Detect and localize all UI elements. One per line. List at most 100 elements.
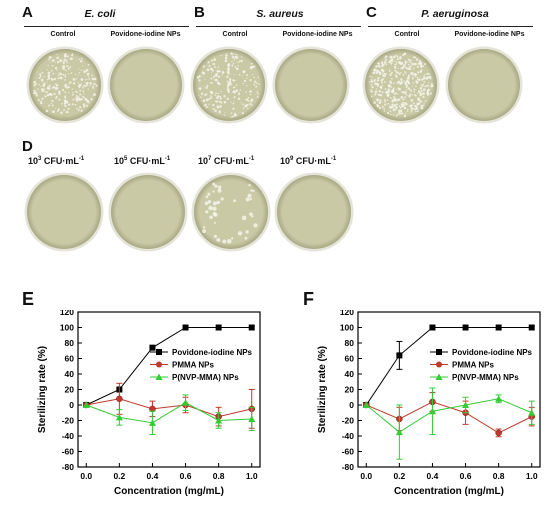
x-tick-label: 1.0 bbox=[246, 471, 258, 481]
y-tick-label: -60 bbox=[62, 447, 75, 457]
organism-title-a: E. coli bbox=[84, 8, 116, 20]
legend-label: PMMA NPs bbox=[452, 361, 494, 370]
y-tick-label: 80 bbox=[345, 338, 355, 348]
data-point bbox=[215, 417, 223, 424]
y-tick-label: 0 bbox=[349, 400, 354, 410]
y-tick-label: 60 bbox=[65, 354, 75, 364]
panel-letter-a: A bbox=[22, 4, 33, 21]
y-tick-label: 0 bbox=[69, 400, 74, 410]
data-point bbox=[248, 415, 256, 422]
y-tick-label: 100 bbox=[60, 323, 74, 333]
data-point bbox=[148, 419, 156, 426]
y-tick-label: 120 bbox=[340, 310, 354, 317]
data-point bbox=[428, 407, 436, 415]
cfu-label-1: 103 CFU·mL-1 bbox=[28, 156, 85, 166]
petri-dish-paeruginosa-treated bbox=[445, 46, 523, 124]
data-point bbox=[149, 344, 156, 351]
data-point bbox=[116, 395, 123, 403]
petri-dish-saureus-control bbox=[190, 46, 268, 124]
x-tick-label: 0.4 bbox=[147, 471, 159, 481]
legend-label: Povidone-iodine NPs bbox=[452, 348, 533, 357]
x-tick-label: 0.0 bbox=[80, 471, 92, 481]
petri-dish-ecoli-control bbox=[26, 46, 104, 124]
x-tick-label: 0.6 bbox=[460, 471, 472, 481]
series-line bbox=[365, 398, 532, 433]
petri-dish-paeruginosa-control bbox=[362, 46, 440, 124]
data-point bbox=[462, 401, 470, 408]
y-tick-label: 80 bbox=[65, 338, 75, 348]
legend-label: P(NVP-MMA) NPs bbox=[172, 373, 239, 382]
y-tick-label: -80 bbox=[342, 462, 355, 472]
x-tick-label: 0.0 bbox=[360, 471, 372, 481]
chart-f: -80 -60 -40 -20 0 20 40 60 80 100 120 0.0 0.2 0.4 0.6 0… bbox=[317, 310, 541, 497]
x-tick-label: 0.8 bbox=[213, 471, 225, 481]
label-c-control: Control bbox=[394, 31, 420, 38]
organism-title-c: P. aeruginosa bbox=[421, 8, 489, 20]
petri-dish-1e3 bbox=[24, 172, 104, 252]
petri-dish-ecoli-treated bbox=[107, 46, 185, 124]
divider-c bbox=[368, 26, 533, 27]
data-point bbox=[182, 324, 189, 331]
series-line bbox=[86, 402, 252, 424]
plot-frame bbox=[357, 311, 541, 468]
panel-letter-f: F bbox=[303, 289, 314, 309]
x-tick-label: 1.0 bbox=[526, 471, 538, 481]
petri-dish-1e7 bbox=[191, 172, 271, 252]
y-tick-label: -40 bbox=[62, 431, 75, 441]
y-tick-label: -60 bbox=[342, 447, 355, 457]
x-axis-label: Concentration (mg/mL) bbox=[394, 486, 504, 497]
panel-letter-c: C bbox=[366, 4, 377, 21]
data-point bbox=[429, 324, 436, 331]
data-point bbox=[396, 352, 403, 359]
label-a-treated: Povidone-iodine NPs bbox=[110, 31, 181, 38]
data-point bbox=[528, 324, 535, 331]
legend-label: Povidone-iodine NPs bbox=[172, 348, 253, 357]
data-point bbox=[182, 399, 190, 406]
x-tick-label: 0.6 bbox=[180, 471, 192, 481]
x-tick-label: 0.2 bbox=[393, 471, 405, 481]
panel-letter-d: D bbox=[22, 138, 33, 155]
y-tick-label: -20 bbox=[62, 416, 75, 426]
divider-b bbox=[196, 26, 361, 27]
label-c-treated: Povidone-iodine NPs bbox=[454, 31, 525, 38]
label-b-control: Control bbox=[222, 31, 248, 38]
legend-marker bbox=[155, 373, 163, 380]
y-tick-label: 100 bbox=[340, 323, 354, 333]
legend-marker bbox=[156, 361, 162, 368]
x-tick-label: 0.2 bbox=[113, 471, 125, 481]
legend-marker bbox=[435, 373, 443, 380]
legend-marker bbox=[436, 361, 442, 368]
data-point bbox=[248, 324, 255, 331]
y-axis-label: Sterilizing rate (%) bbox=[317, 346, 328, 433]
x-axis-label: Concentration (mg/mL) bbox=[114, 486, 224, 497]
y-tick-label: 40 bbox=[345, 369, 355, 379]
cfu-label-2: 105 CFU·mL-1 bbox=[114, 156, 171, 166]
cfu-label-4: 109 CFU·mL-1 bbox=[280, 156, 337, 166]
petri-dish-1e9 bbox=[274, 172, 354, 252]
data-point bbox=[495, 395, 503, 402]
data-point bbox=[395, 428, 403, 436]
data-point bbox=[495, 429, 502, 437]
y-tick-label: -40 bbox=[342, 431, 355, 441]
label-b-treated: Povidone-iodine NPs bbox=[282, 31, 353, 38]
data-point bbox=[528, 409, 536, 416]
legend-marker bbox=[436, 349, 442, 355]
y-tick-label: -80 bbox=[62, 462, 75, 472]
series-line bbox=[366, 401, 532, 434]
legend-label: P(NVP-MMA) NPs bbox=[452, 373, 519, 382]
y-tick-label: 60 bbox=[345, 354, 355, 364]
legend-label: PMMA NPs bbox=[172, 361, 214, 370]
x-tick-label: 0.8 bbox=[493, 471, 505, 481]
y-tick-label: 20 bbox=[345, 385, 355, 395]
data-point bbox=[495, 324, 502, 331]
data-point bbox=[82, 401, 90, 408]
y-tick-label: -20 bbox=[342, 416, 355, 426]
data-point bbox=[362, 401, 370, 408]
panel-letter-b: B bbox=[194, 4, 205, 21]
panel-letter-e: E bbox=[22, 289, 35, 309]
data-point bbox=[115, 413, 123, 421]
y-tick-label: 20 bbox=[65, 385, 75, 395]
legend-marker bbox=[156, 349, 162, 355]
data-point bbox=[215, 324, 222, 331]
y-axis-label: Sterilizing rate (%) bbox=[37, 346, 48, 433]
